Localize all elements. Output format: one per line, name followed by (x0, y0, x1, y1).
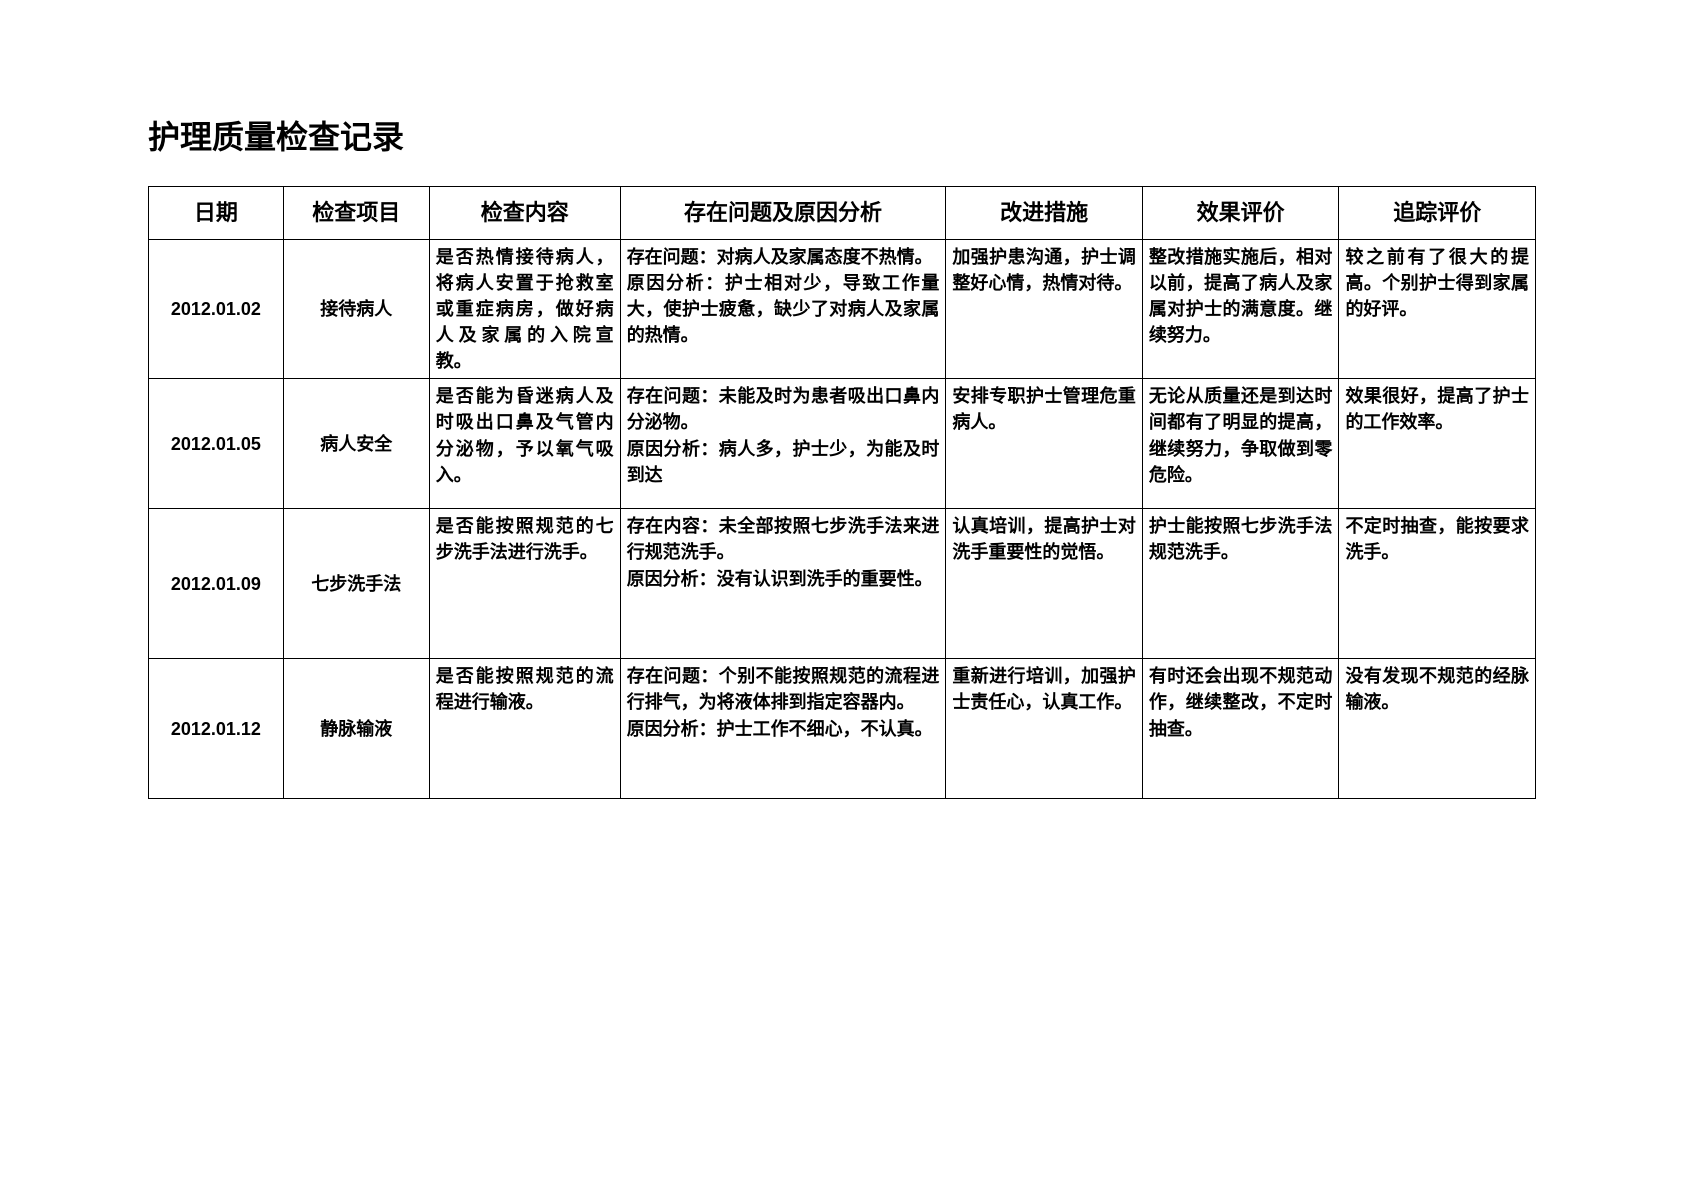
cell-track: 不定时抽查，能按要求洗手。 (1339, 509, 1536, 659)
cell-effect: 有时还会出现不规范动作，继续整改，不定时抽查。 (1142, 659, 1339, 799)
cell-improve: 认真培训，提高护士对洗手重要性的觉悟。 (946, 509, 1143, 659)
table-row: 2012.01.12 静脉输液 是否能按照规范的流程进行输液。 存在问题：个别不… (149, 659, 1536, 799)
cell-improve: 加强护患沟通，护士调整好心情，热情对待。 (946, 239, 1143, 378)
page-title: 护理质量检查记录 (148, 112, 1536, 158)
cell-date: 2012.01.02 (149, 239, 284, 378)
cell-problem: 存在问题：个别不能按照规范的流程进行排气，为将液体排到指定容器内。原因分析：护士… (620, 659, 946, 799)
cell-date: 2012.01.09 (149, 509, 284, 659)
cell-improve: 安排专职护士管理危重病人。 (946, 379, 1143, 509)
cell-track: 较之前有了很大的提高。个别护士得到家属的好评。 (1339, 239, 1536, 378)
cell-problem: 存在问题：对病人及家属态度不热情。原因分析：护士相对少，导致工作量大，使护士疲惫… (620, 239, 946, 378)
col-header-date: 日期 (149, 187, 284, 240)
inspection-table: 日期 检查项目 检查内容 存在问题及原因分析 改进措施 效果评价 追踪评价 20… (148, 186, 1536, 799)
col-header-track: 追踪评价 (1339, 187, 1536, 240)
cell-item: 静脉输液 (283, 659, 429, 799)
col-header-problem: 存在问题及原因分析 (620, 187, 946, 240)
cell-effect: 无论从质量还是到达时间都有了明显的提高，继续努力，争取做到零危险。 (1142, 379, 1339, 509)
table-row: 2012.01.05 病人安全 是否能为昏迷病人及时吸出口鼻及气管内分泌物，予以… (149, 379, 1536, 509)
cell-problem: 存在问题：未能及时为患者吸出口鼻内分泌物。原因分析：病人多，护士少，为能及时到达 (620, 379, 946, 509)
table-row: 2012.01.02 接待病人 是否热情接待病人，将病人安置于抢救室或重症病房，… (149, 239, 1536, 378)
cell-item: 病人安全 (283, 379, 429, 509)
cell-track: 没有发现不规范的经脉输液。 (1339, 659, 1536, 799)
cell-item: 七步洗手法 (283, 509, 429, 659)
table-row: 2012.01.09 七步洗手法 是否能按照规范的七步洗手法进行洗手。 存在内容… (149, 509, 1536, 659)
cell-effect: 整改措施实施后，相对以前，提高了病人及家属对护士的满意度。继续努力。 (1142, 239, 1339, 378)
cell-track: 效果很好，提高了护士的工作效率。 (1339, 379, 1536, 509)
cell-date: 2012.01.05 (149, 379, 284, 509)
col-header-improve: 改进措施 (946, 187, 1143, 240)
col-header-content: 检查内容 (429, 187, 620, 240)
table-header-row: 日期 检查项目 检查内容 存在问题及原因分析 改进措施 效果评价 追踪评价 (149, 187, 1536, 240)
cell-content: 是否能为昏迷病人及时吸出口鼻及气管内分泌物，予以氧气吸入。 (429, 379, 620, 509)
col-header-effect: 效果评价 (1142, 187, 1339, 240)
cell-content: 是否能按照规范的七步洗手法进行洗手。 (429, 509, 620, 659)
cell-date: 2012.01.12 (149, 659, 284, 799)
cell-effect: 护士能按照七步洗手法规范洗手。 (1142, 509, 1339, 659)
cell-problem: 存在内容：未全部按照七步洗手法来进行规范洗手。原因分析：没有认识到洗手的重要性。 (620, 509, 946, 659)
cell-improve: 重新进行培训，加强护士责任心，认真工作。 (946, 659, 1143, 799)
col-header-item: 检查项目 (283, 187, 429, 240)
cell-content: 是否热情接待病人，将病人安置于抢救室或重症病房，做好病人及家属的入院宣教。 (429, 239, 620, 378)
cell-content: 是否能按照规范的流程进行输液。 (429, 659, 620, 799)
cell-item: 接待病人 (283, 239, 429, 378)
